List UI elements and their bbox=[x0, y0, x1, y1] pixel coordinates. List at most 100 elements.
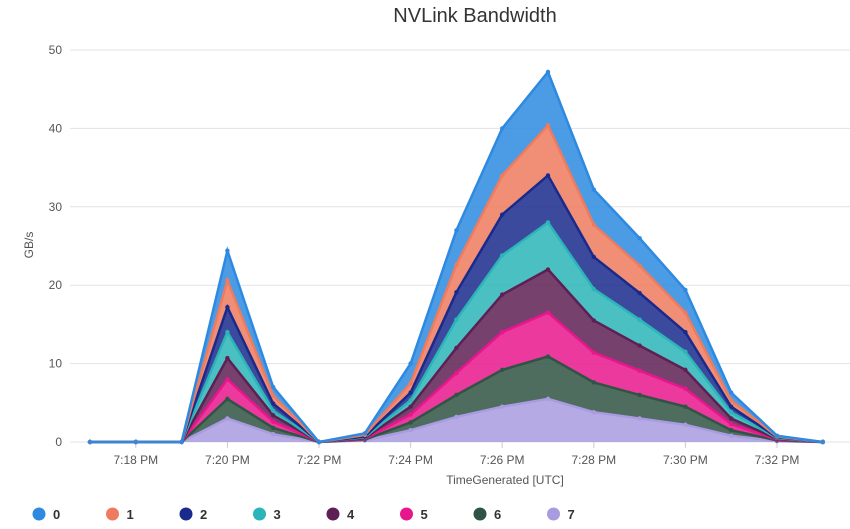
point-series-6[interactable] bbox=[225, 396, 230, 402]
legend-item-7[interactable]: 7 bbox=[547, 507, 575, 522]
point-series-0[interactable] bbox=[225, 248, 230, 253]
point-series-2[interactable] bbox=[683, 330, 688, 335]
point-series-0[interactable] bbox=[179, 439, 184, 445]
area-series-4[interactable] bbox=[90, 269, 823, 443]
point-series-0[interactable] bbox=[271, 384, 276, 390]
point-series-6[interactable] bbox=[729, 428, 734, 433]
legend-item-3[interactable]: 3 bbox=[253, 507, 281, 522]
legend-item-5[interactable]: 5 bbox=[400, 507, 428, 522]
point-series-1[interactable] bbox=[500, 173, 505, 178]
point-series-5[interactable] bbox=[683, 386, 688, 391]
point-series-7[interactable] bbox=[225, 416, 230, 421]
point-series-2[interactable] bbox=[500, 212, 505, 217]
point-series-7[interactable] bbox=[408, 428, 413, 433]
point-series-6[interactable] bbox=[637, 392, 642, 398]
point-series-5[interactable] bbox=[591, 350, 596, 355]
point-series-2[interactable] bbox=[729, 404, 734, 409]
point-series-0[interactable] bbox=[683, 287, 688, 293]
point-series-3[interactable] bbox=[729, 410, 734, 415]
point-series-0[interactable] bbox=[820, 439, 825, 445]
area-series-6[interactable] bbox=[90, 356, 823, 443]
legend-item-2[interactable]: 2 bbox=[179, 507, 208, 522]
point-series-5[interactable] bbox=[545, 310, 551, 315]
point-series-7[interactable] bbox=[454, 414, 459, 420]
point-series-5[interactable] bbox=[500, 330, 505, 335]
point-series-3[interactable] bbox=[545, 220, 551, 225]
area-series-2[interactable] bbox=[90, 175, 823, 442]
area-series-3[interactable] bbox=[90, 222, 823, 443]
point-series-3[interactable] bbox=[454, 317, 459, 322]
point-series-3[interactable] bbox=[408, 398, 413, 403]
point-series-2[interactable] bbox=[637, 290, 642, 296]
point-series-4[interactable] bbox=[454, 345, 459, 351]
point-series-7[interactable] bbox=[591, 410, 596, 415]
area-series-0[interactable] bbox=[90, 72, 823, 442]
point-series-1[interactable] bbox=[545, 123, 551, 128]
legend-item-1[interactable]: 1 bbox=[106, 507, 134, 522]
point-series-1[interactable] bbox=[454, 262, 459, 268]
point-series-1[interactable] bbox=[683, 310, 688, 315]
point-series-1[interactable] bbox=[637, 263, 642, 268]
point-series-4[interactable] bbox=[591, 318, 596, 323]
point-series-6[interactable] bbox=[271, 425, 276, 431]
point-series-2[interactable] bbox=[225, 304, 230, 310]
point-series-6[interactable] bbox=[545, 354, 551, 359]
point-series-0[interactable] bbox=[774, 433, 780, 438]
point-series-6[interactable] bbox=[500, 367, 505, 373]
point-series-4[interactable] bbox=[500, 292, 505, 297]
point-series-2[interactable] bbox=[545, 173, 551, 178]
point-series-0[interactable] bbox=[362, 431, 367, 436]
point-series-0[interactable] bbox=[545, 69, 551, 75]
point-series-2[interactable] bbox=[454, 290, 459, 295]
legend-item-6[interactable]: 6 bbox=[473, 507, 502, 522]
point-series-5[interactable] bbox=[225, 377, 230, 382]
point-series-1[interactable] bbox=[271, 393, 276, 398]
point-series-4[interactable] bbox=[637, 343, 642, 348]
point-series-4[interactable] bbox=[683, 367, 688, 373]
point-series-6[interactable] bbox=[408, 420, 413, 425]
point-series-2[interactable] bbox=[408, 390, 413, 395]
point-series-1[interactable] bbox=[729, 398, 734, 403]
point-series-5[interactable] bbox=[408, 412, 413, 417]
point-series-0[interactable] bbox=[500, 126, 505, 131]
point-series-4[interactable] bbox=[729, 416, 734, 421]
point-series-7[interactable] bbox=[271, 431, 276, 437]
point-series-3[interactable] bbox=[683, 349, 688, 355]
point-series-0[interactable] bbox=[729, 390, 734, 395]
point-series-3[interactable] bbox=[591, 286, 596, 292]
point-series-0[interactable] bbox=[133, 439, 138, 445]
point-series-7[interactable] bbox=[729, 433, 734, 438]
point-series-1[interactable] bbox=[408, 381, 413, 386]
point-series-0[interactable] bbox=[408, 361, 413, 366]
point-series-6[interactable] bbox=[454, 392, 459, 398]
point-series-2[interactable] bbox=[591, 254, 596, 260]
point-series-1[interactable] bbox=[225, 278, 230, 283]
point-series-3[interactable] bbox=[271, 408, 276, 413]
point-series-4[interactable] bbox=[225, 355, 230, 361]
point-series-5[interactable] bbox=[729, 421, 734, 427]
point-series-6[interactable] bbox=[591, 380, 596, 385]
point-series-3[interactable] bbox=[225, 330, 230, 335]
point-series-7[interactable] bbox=[683, 422, 688, 427]
legend-item-4[interactable]: 4 bbox=[326, 507, 356, 522]
point-series-0[interactable] bbox=[591, 187, 596, 192]
point-series-4[interactable] bbox=[545, 267, 551, 272]
point-series-0[interactable] bbox=[87, 439, 93, 445]
point-series-5[interactable] bbox=[454, 370, 459, 376]
area-series-1[interactable] bbox=[90, 125, 823, 443]
area-series-7[interactable] bbox=[90, 398, 823, 442]
area-series-5[interactable] bbox=[90, 312, 823, 442]
point-series-3[interactable] bbox=[500, 253, 505, 258]
point-series-1[interactable] bbox=[591, 222, 596, 228]
point-series-7[interactable] bbox=[637, 416, 642, 421]
point-series-4[interactable] bbox=[271, 413, 276, 418]
point-series-6[interactable] bbox=[683, 404, 688, 409]
point-series-4[interactable] bbox=[408, 404, 413, 409]
point-series-7[interactable] bbox=[500, 404, 505, 409]
point-series-2[interactable] bbox=[271, 401, 276, 406]
point-series-3[interactable] bbox=[637, 317, 642, 322]
legend-item-0[interactable]: 0 bbox=[32, 507, 61, 522]
point-series-0[interactable] bbox=[454, 228, 459, 233]
point-series-5[interactable] bbox=[271, 419, 276, 424]
point-series-5[interactable] bbox=[637, 368, 642, 373]
